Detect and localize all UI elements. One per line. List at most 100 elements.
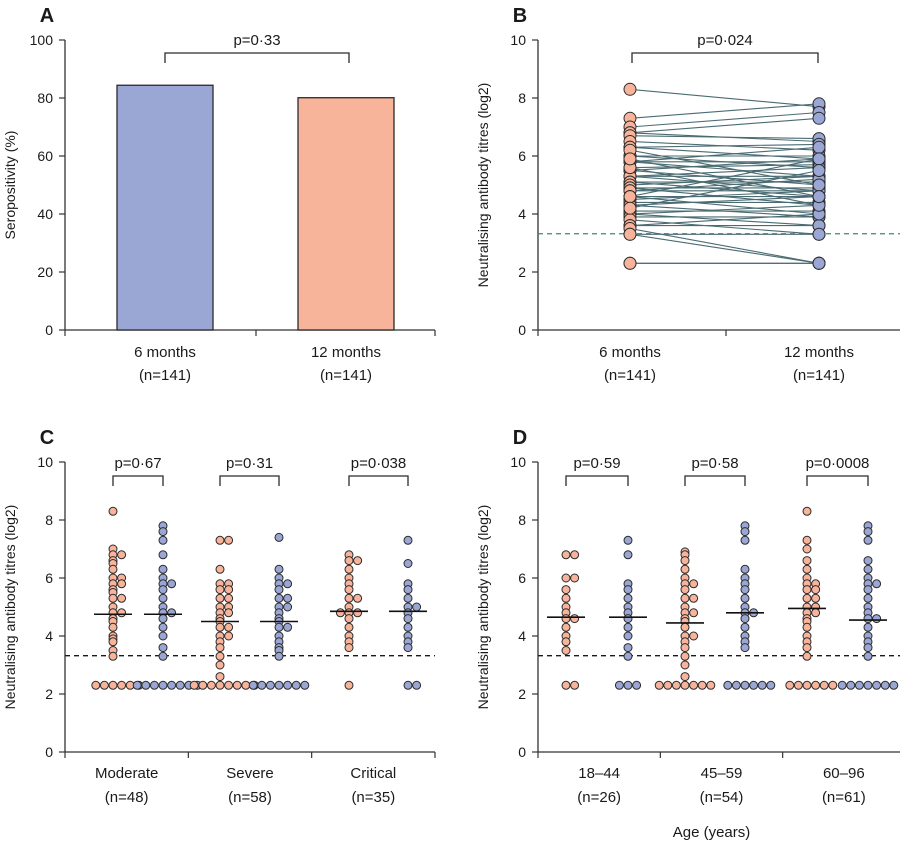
p-value-bracket	[219, 475, 280, 486]
data-point	[680, 643, 690, 653]
data-point	[811, 680, 821, 690]
y-tick-label: 8	[518, 90, 526, 106]
data-point	[403, 559, 413, 568]
data-point	[167, 608, 177, 618]
p-value-label: p=0·59	[573, 455, 620, 472]
data-point	[283, 593, 293, 603]
data-point	[108, 506, 118, 516]
data-point	[344, 556, 354, 566]
y-tick-label: 100	[30, 32, 54, 48]
data-point	[232, 680, 242, 690]
y-tick-label: 6	[518, 148, 526, 164]
data-point	[158, 622, 168, 632]
data-point	[403, 614, 413, 624]
data-point	[863, 556, 873, 566]
data-point	[706, 680, 716, 690]
paired-line	[629, 117, 820, 134]
data-point	[863, 527, 873, 537]
data-point	[167, 680, 177, 690]
p-value-label: p=0·33	[233, 32, 280, 49]
data-point	[802, 564, 812, 574]
data-point	[680, 622, 690, 632]
category-label: 12 months	[311, 344, 381, 361]
data-point	[215, 564, 225, 574]
category-n-label: (n=141)	[139, 367, 191, 384]
p-value-bracket	[112, 475, 164, 486]
data-point	[215, 622, 225, 632]
y-axis-label: Neutralising antibody titres (log2)	[475, 83, 491, 288]
paired-line	[629, 196, 820, 206]
data-point	[680, 593, 690, 603]
data-point	[802, 651, 812, 661]
data-point	[561, 573, 571, 583]
data-point	[561, 550, 571, 560]
y-tick-label: 0	[518, 322, 526, 338]
category-label: 6 months	[599, 344, 661, 361]
data-point	[99, 680, 109, 690]
data-point	[802, 585, 812, 595]
paired-line	[629, 158, 820, 172]
data-point	[723, 680, 733, 690]
data-point	[740, 593, 750, 603]
data-point	[623, 680, 633, 690]
data-point	[132, 680, 142, 690]
p-value-label: p=0·024	[697, 32, 752, 49]
y-tick-label: 8	[45, 512, 53, 528]
data-point	[117, 593, 127, 603]
data-point	[274, 622, 284, 632]
y-tick-label: 4	[45, 628, 53, 644]
paired-line	[629, 161, 820, 177]
y-tick-label: 80	[37, 90, 53, 106]
category-label: 18–44	[578, 765, 620, 782]
category-label: 12 months	[784, 344, 854, 361]
panel-label: B	[513, 5, 527, 27]
data-point	[623, 256, 637, 270]
data-point	[561, 637, 571, 647]
p-value-label: p=0·31	[226, 455, 273, 472]
data-point	[561, 585, 571, 595]
p-value-bracket	[806, 475, 869, 486]
paired-line	[629, 146, 820, 160]
p-value-bracket	[164, 52, 350, 63]
data-point	[802, 556, 812, 566]
p-value-label: p=0·58	[691, 455, 738, 472]
data-point	[570, 614, 580, 624]
data-point	[812, 256, 826, 270]
paired-line	[629, 178, 820, 192]
data-point	[117, 579, 127, 589]
data-point	[731, 680, 741, 690]
data-point	[863, 614, 873, 624]
data-point	[224, 631, 234, 641]
paired-line	[629, 175, 820, 186]
y-tick-label: 10	[510, 454, 526, 470]
data-point	[623, 227, 637, 241]
category-label: 60–96	[823, 765, 865, 782]
p-value-label: p=0·0008	[806, 455, 870, 472]
data-point	[167, 579, 177, 589]
data-point	[91, 680, 101, 690]
data-point	[215, 651, 225, 661]
data-point	[335, 608, 345, 618]
data-point	[854, 680, 864, 690]
data-point	[812, 152, 826, 166]
data-point	[623, 535, 633, 545]
category-n-label: (n=141)	[793, 367, 845, 384]
data-point	[158, 550, 168, 560]
data-point	[680, 556, 690, 566]
data-point	[740, 564, 750, 574]
data-point	[671, 680, 681, 690]
data-point	[158, 564, 168, 574]
y-tick-label: 10	[37, 454, 53, 470]
data-point	[403, 643, 413, 653]
data-point	[412, 602, 422, 612]
paired-line	[629, 103, 820, 119]
data-point	[344, 585, 354, 595]
data-point	[680, 660, 690, 670]
category-n-label: (n=48)	[105, 789, 149, 806]
data-point	[198, 680, 208, 690]
data-point	[740, 585, 750, 595]
paired-line	[629, 190, 820, 201]
data-point	[403, 680, 413, 690]
data-point	[248, 680, 258, 690]
p-value-label: p=0·67	[114, 455, 161, 472]
